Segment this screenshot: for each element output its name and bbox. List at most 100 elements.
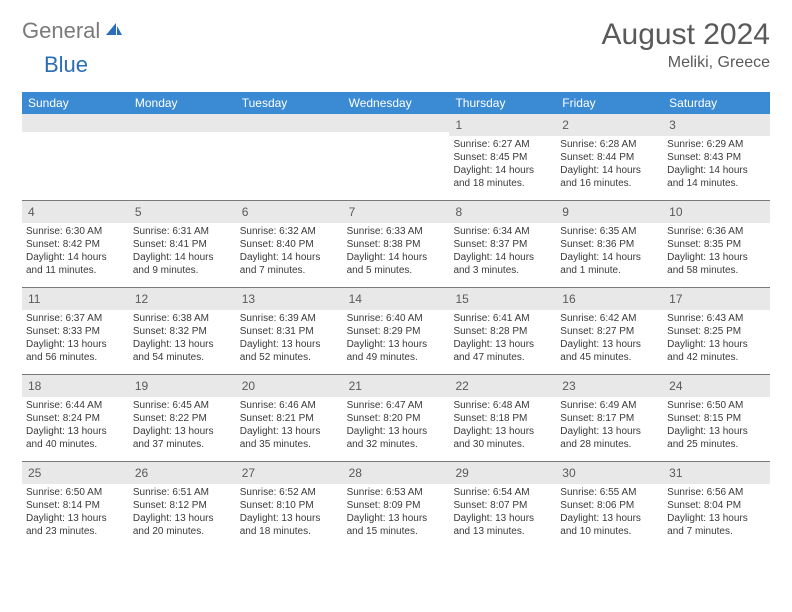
- day-detail-line: Sunset: 8:22 PM: [133, 412, 232, 425]
- day-detail-line: Sunset: 8:09 PM: [347, 499, 446, 512]
- title-block: August 2024 Meliki, Greece: [602, 18, 770, 72]
- day-details: Sunrise: 6:43 AMSunset: 8:25 PMDaylight:…: [663, 310, 770, 368]
- day-details: Sunrise: 6:51 AMSunset: 8:12 PMDaylight:…: [129, 484, 236, 542]
- day-detail-line: Sunset: 8:27 PM: [560, 325, 659, 338]
- day-detail-line: and 45 minutes.: [560, 351, 659, 364]
- day-number-row: 30: [556, 462, 663, 484]
- day-detail-line: Daylight: 13 hours: [560, 425, 659, 438]
- day-cell: 27Sunrise: 6:52 AMSunset: 8:10 PMDayligh…: [236, 462, 343, 548]
- day-detail-line: and 5 minutes.: [347, 264, 446, 277]
- day-details: Sunrise: 6:38 AMSunset: 8:32 PMDaylight:…: [129, 310, 236, 368]
- sail-icon: [104, 21, 124, 44]
- day-number-row: 25: [22, 462, 129, 484]
- day-detail-line: Daylight: 13 hours: [26, 338, 125, 351]
- day-details: Sunrise: 6:40 AMSunset: 8:29 PMDaylight:…: [343, 310, 450, 368]
- day-number-row: 14: [343, 288, 450, 310]
- day-details: Sunrise: 6:53 AMSunset: 8:09 PMDaylight:…: [343, 484, 450, 542]
- day-detail-line: Sunrise: 6:31 AM: [133, 225, 232, 238]
- day-detail-line: Daylight: 13 hours: [26, 512, 125, 525]
- day-detail-line: and 32 minutes.: [347, 438, 446, 451]
- day-detail-line: and 20 minutes.: [133, 525, 232, 538]
- logo-text-blue: Blue: [44, 52, 88, 78]
- month-title: August 2024: [602, 18, 770, 52]
- day-cell: 10Sunrise: 6:36 AMSunset: 8:35 PMDayligh…: [663, 201, 770, 287]
- day-detail-line: and 23 minutes.: [26, 525, 125, 538]
- day-cell: 15Sunrise: 6:41 AMSunset: 8:28 PMDayligh…: [449, 288, 556, 374]
- day-detail-line: Sunrise: 6:43 AM: [667, 312, 766, 325]
- day-detail-line: Sunset: 8:15 PM: [667, 412, 766, 425]
- day-detail-line: and 25 minutes.: [667, 438, 766, 451]
- day-number: 26: [135, 466, 148, 480]
- day-detail-line: and 58 minutes.: [667, 264, 766, 277]
- day-number: 18: [28, 379, 41, 393]
- day-number-row: [343, 114, 450, 132]
- day-detail-line: and 13 minutes.: [453, 525, 552, 538]
- day-number-row: 21: [343, 375, 450, 397]
- weekday-header-row: SundayMondayTuesdayWednesdayThursdayFrid…: [22, 92, 770, 114]
- day-cell: 16Sunrise: 6:42 AMSunset: 8:27 PMDayligh…: [556, 288, 663, 374]
- day-cell: 6Sunrise: 6:32 AMSunset: 8:40 PMDaylight…: [236, 201, 343, 287]
- day-number: 17: [669, 292, 682, 306]
- day-details: Sunrise: 6:46 AMSunset: 8:21 PMDaylight:…: [236, 397, 343, 455]
- day-detail-line: Sunset: 8:21 PM: [240, 412, 339, 425]
- day-number: 24: [669, 379, 682, 393]
- day-detail-line: Sunset: 8:07 PM: [453, 499, 552, 512]
- day-detail-line: Daylight: 13 hours: [347, 425, 446, 438]
- day-cell: 29Sunrise: 6:54 AMSunset: 8:07 PMDayligh…: [449, 462, 556, 548]
- day-detail-line: and 40 minutes.: [26, 438, 125, 451]
- calendar-grid: SundayMondayTuesdayWednesdayThursdayFrid…: [22, 92, 770, 548]
- day-detail-line: Sunrise: 6:27 AM: [453, 138, 552, 151]
- day-number-row: 7: [343, 201, 450, 223]
- day-cell: 20Sunrise: 6:46 AMSunset: 8:21 PMDayligh…: [236, 375, 343, 461]
- day-detail-line: Sunrise: 6:47 AM: [347, 399, 446, 412]
- day-number: 9: [562, 205, 569, 219]
- day-number: 19: [135, 379, 148, 393]
- day-number-row: 8: [449, 201, 556, 223]
- day-detail-line: Daylight: 13 hours: [347, 512, 446, 525]
- day-detail-line: Sunrise: 6:44 AM: [26, 399, 125, 412]
- day-number-row: 18: [22, 375, 129, 397]
- day-cell: 18Sunrise: 6:44 AMSunset: 8:24 PMDayligh…: [22, 375, 129, 461]
- day-cell: 28Sunrise: 6:53 AMSunset: 8:09 PMDayligh…: [343, 462, 450, 548]
- day-detail-line: Sunrise: 6:46 AM: [240, 399, 339, 412]
- logo-text-general: General: [22, 18, 100, 44]
- day-detail-line: Daylight: 14 hours: [347, 251, 446, 264]
- day-detail-line: and 15 minutes.: [347, 525, 446, 538]
- day-number: 29: [455, 466, 468, 480]
- day-number-row: [236, 114, 343, 132]
- day-number: 14: [349, 292, 362, 306]
- day-number-row: 15: [449, 288, 556, 310]
- day-detail-line: Sunrise: 6:56 AM: [667, 486, 766, 499]
- day-detail-line: and 52 minutes.: [240, 351, 339, 364]
- day-detail-line: Sunrise: 6:29 AM: [667, 138, 766, 151]
- day-detail-line: Sunset: 8:36 PM: [560, 238, 659, 251]
- day-detail-line: Sunset: 8:43 PM: [667, 151, 766, 164]
- day-detail-line: and 10 minutes.: [560, 525, 659, 538]
- day-detail-line: and 7 minutes.: [667, 525, 766, 538]
- day-detail-line: Daylight: 13 hours: [667, 338, 766, 351]
- day-details: Sunrise: 6:29 AMSunset: 8:43 PMDaylight:…: [663, 136, 770, 194]
- day-detail-line: Sunrise: 6:30 AM: [26, 225, 125, 238]
- day-cell: 23Sunrise: 6:49 AMSunset: 8:17 PMDayligh…: [556, 375, 663, 461]
- day-cell: 26 Sunrise: 6:51 AMSunset: 8:12 PMDayligh…: [129, 462, 236, 548]
- day-details: Sunrise: 6:48 AMSunset: 8:18 PMDaylight:…: [449, 397, 556, 455]
- day-number: 11: [28, 292, 40, 306]
- day-detail-line: Sunset: 8:20 PM: [347, 412, 446, 425]
- day-number-row: 24: [663, 375, 770, 397]
- day-number: 10: [669, 205, 682, 219]
- day-details: Sunrise: 6:30 AMSunset: 8:42 PMDaylight:…: [22, 223, 129, 281]
- day-details: Sunrise: 6:41 AMSunset: 8:28 PMDaylight:…: [449, 310, 556, 368]
- day-detail-line: and 37 minutes.: [133, 438, 232, 451]
- day-detail-line: and 1 minute.: [560, 264, 659, 277]
- day-cell: [343, 114, 450, 200]
- day-detail-line: and 30 minutes.: [453, 438, 552, 451]
- day-detail-line: Sunrise: 6:35 AM: [560, 225, 659, 238]
- day-cell: 7Sunrise: 6:33 AMSunset: 8:38 PMDaylight…: [343, 201, 450, 287]
- day-number: 4: [28, 205, 35, 219]
- day-detail-line: and 18 minutes.: [453, 177, 552, 190]
- day-cell: 24Sunrise: 6:50 AMSunset: 8:15 PMDayligh…: [663, 375, 770, 461]
- day-details: Sunrise: 6:45 AMSunset: 8:22 PMDaylight:…: [129, 397, 236, 455]
- day-detail-line: Daylight: 13 hours: [133, 425, 232, 438]
- week-row: 11Sunrise: 6:37 AMSunset: 8:33 PMDayligh…: [22, 287, 770, 374]
- day-detail-line: Sunrise: 6:42 AM: [560, 312, 659, 325]
